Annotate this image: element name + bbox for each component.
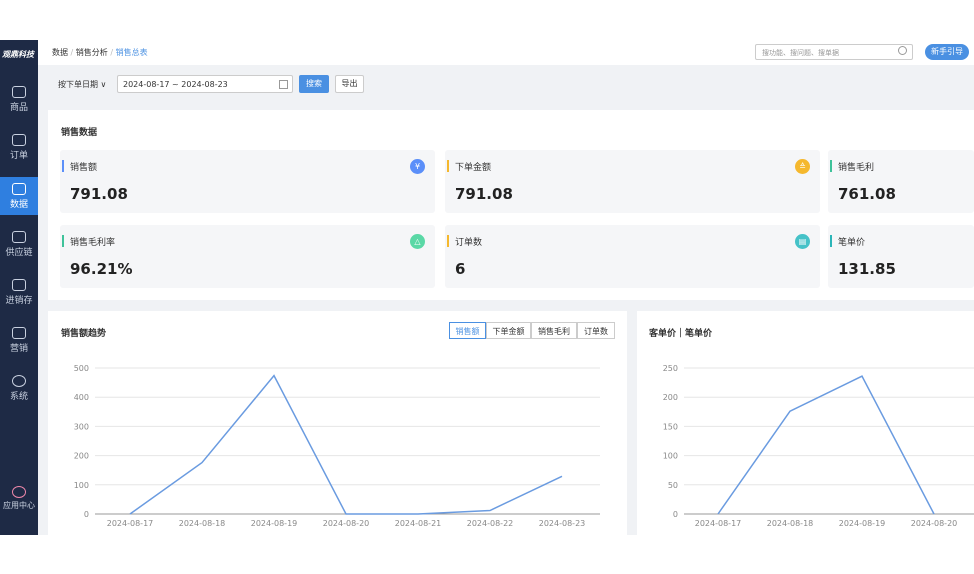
x-tick-label: 2024-08-21: [395, 519, 442, 528]
panel-title: 销售额趋势: [61, 329, 107, 339]
line: [129, 374, 563, 515]
y-tick-label: 0: [673, 510, 678, 519]
crumb[interactable]: 销售分析: [75, 48, 108, 57]
x-tick-label: 2024-08-20: [323, 519, 370, 528]
crumb[interactable]: 数据: [52, 48, 68, 57]
stat-label: 笔单价: [838, 238, 866, 248]
y-tick-label: 200: [74, 452, 89, 461]
line: [717, 375, 935, 515]
y-tick-label: 0: [84, 510, 89, 519]
accent: [447, 160, 449, 172]
accent: [447, 235, 449, 247]
nav-label: 进销存: [5, 296, 33, 306]
accent: [830, 160, 832, 172]
nav-item[interactable]: 进销存: [0, 273, 38, 311]
stat-card: 销售毛利率 96.21% △: [60, 225, 435, 288]
sidebar: 观鼎科技 商品 订单 数据 供应链 进销存 营销 系统 应用中心: [0, 40, 38, 535]
stat-label: 销售毛利: [838, 163, 875, 173]
x-tick-label: 2024-08-17: [107, 519, 154, 528]
date-input[interactable]: 2024-08-17 ~ 2024-08-23: [117, 75, 293, 93]
stat-label: 销售毛利率: [70, 238, 116, 248]
stat-card: 笔单价 131.85: [828, 225, 974, 288]
nav-label: 系统: [9, 392, 28, 402]
y-tick-label: 100: [74, 481, 89, 490]
stat-value: 96.21%: [70, 260, 133, 278]
stat-value: 131.85: [838, 260, 896, 278]
accent: [62, 235, 64, 247]
y-tick-label: 150: [663, 422, 678, 431]
date-range: 2024-08-17 ~ 2024-08-23: [123, 80, 228, 89]
nav-label: 数据: [9, 200, 28, 210]
tab[interactable]: 订单数: [577, 322, 615, 339]
x-tick-label: 2024-08-19: [839, 519, 886, 528]
y-tick-label: 250: [663, 364, 678, 373]
export-button[interactable]: 导出: [335, 75, 364, 93]
nav-item[interactable]: 商品: [0, 80, 38, 118]
stat-icon: ≙: [795, 159, 810, 174]
nav-item[interactable]: 供应链: [0, 225, 38, 263]
date-type-label: 按下单日期: [58, 80, 98, 89]
accent: [830, 235, 832, 247]
nav-label: 供应链: [5, 248, 33, 258]
stat-label: 下单金额: [455, 163, 492, 173]
search-icon: [898, 46, 907, 55]
search-box[interactable]: 搜功能、搜问题、搜单据: [755, 44, 913, 60]
stat-value: 761.08: [838, 185, 896, 203]
panel-title: 销售数据: [61, 128, 98, 138]
accent: [62, 160, 64, 172]
stat-card: 销售毛利 761.08: [828, 150, 974, 213]
x-tick-label: 2024-08-20: [911, 519, 958, 528]
nav-label: 应用中心: [3, 501, 35, 510]
stat-value: 791.08: [455, 185, 513, 203]
y-tick-label: 500: [74, 364, 89, 373]
date-type[interactable]: 按下单日期 ∨: [58, 80, 107, 89]
x-tick-label: 2024-08-17: [695, 519, 742, 528]
nav-item[interactable]: 系统: [0, 369, 38, 407]
search-button[interactable]: 搜索: [299, 75, 329, 93]
x-tick-label: 2024-08-22: [467, 519, 514, 528]
nav-item[interactable]: 营销: [0, 321, 38, 359]
nav-label: 订单: [9, 151, 28, 161]
y-tick-label: 300: [74, 422, 89, 431]
stat-icon: ¥: [410, 159, 425, 174]
nav-item[interactable]: 订单: [0, 128, 38, 166]
y-tick-label: 400: [74, 393, 89, 402]
stat-value: 791.08: [70, 185, 128, 203]
tab[interactable]: 下单金额: [486, 322, 531, 339]
guide-button[interactable]: 新手引导: [925, 44, 969, 60]
nav-label: 商品: [9, 103, 28, 113]
stat-value: 6: [455, 260, 466, 278]
x-tick-label: 2024-08-18: [767, 519, 814, 528]
crumb: 销售总表: [115, 48, 148, 57]
search-placeholder: 搜功能、搜问题、搜单据: [762, 49, 839, 57]
x-tick-label: 2024-08-23: [539, 519, 586, 528]
nav-label: 营销: [9, 344, 28, 354]
y-tick-label: 200: [663, 393, 678, 402]
calendar-icon: [279, 80, 288, 89]
logo: 观鼎科技: [2, 50, 34, 59]
stat-label: 订单数: [455, 238, 483, 248]
stat-icon: ▤: [795, 234, 810, 249]
stat-card: 订单数 6 ▤: [445, 225, 820, 288]
price-trend-panel: 客单价｜笔单价: [637, 311, 974, 535]
y-tick-label: 50: [668, 481, 678, 490]
tab[interactable]: 销售额: [449, 322, 486, 339]
y-tick-label: 100: [663, 452, 678, 461]
nav-item[interactable]: 应用中心: [0, 480, 38, 518]
stat-label: 销售额: [70, 163, 98, 173]
stat-icon: △: [410, 234, 425, 249]
nav-item[interactable]: 数据: [0, 177, 38, 215]
breadcrumb: 数据 / 销售分析 / 销售总表: [52, 48, 148, 57]
x-tick-label: 2024-08-18: [179, 519, 226, 528]
stat-card: 下单金额 791.08 ≙: [445, 150, 820, 213]
x-tick-label: 2024-08-19: [251, 519, 298, 528]
header: 数据 / 销售分析 / 销售总表 搜功能、搜问题、搜单据 新手引导: [38, 40, 974, 65]
stat-card: 销售额 791.08 ¥: [60, 150, 435, 213]
panel-title: 客单价｜笔单价: [649, 329, 713, 339]
tab[interactable]: 销售毛利: [531, 322, 577, 339]
